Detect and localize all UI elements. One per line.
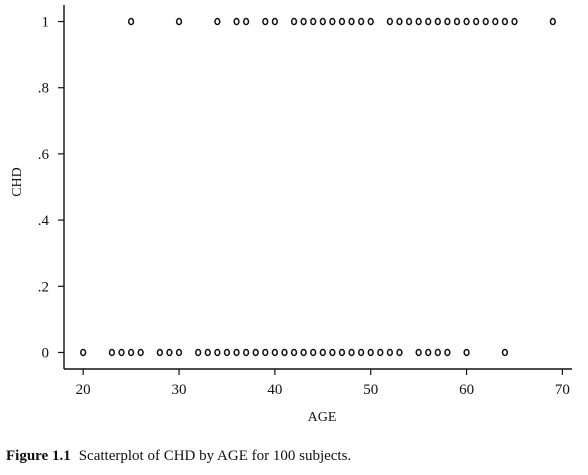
data-point (386, 17, 394, 26)
data-point (473, 17, 480, 26)
data-point (233, 17, 240, 26)
data-point (386, 348, 394, 357)
data-point (242, 17, 250, 26)
data-point (271, 348, 279, 357)
data-point (300, 17, 307, 26)
data-point (415, 348, 422, 357)
x-tick-label: 60 (459, 382, 474, 398)
data-point (127, 17, 135, 26)
figure-caption-text: Scatterplot of CHD by AGE for 100 subjec… (78, 448, 352, 464)
x-ticks: 20 30 40 50 60 70 (76, 369, 570, 398)
data-point (367, 348, 374, 357)
data-point (262, 348, 269, 357)
data-point (425, 348, 432, 357)
x-tick-label: 70 (555, 382, 570, 398)
x-tick-label: 50 (363, 382, 378, 398)
data-point (415, 17, 422, 26)
data-point (501, 17, 509, 26)
data-point (367, 17, 374, 26)
data-point (233, 348, 240, 357)
data-point (396, 348, 403, 357)
data-point (434, 348, 441, 357)
data-point (290, 348, 298, 357)
data-point (300, 348, 307, 357)
data-point (434, 17, 441, 26)
y-tick-label: .6 (38, 147, 50, 163)
y-tick-label: .2 (38, 279, 49, 295)
data-point (396, 17, 403, 26)
data-point (329, 348, 336, 357)
y-tick-label: .8 (38, 81, 49, 97)
data-point (463, 17, 470, 26)
data-point (319, 17, 326, 26)
data-point (271, 17, 279, 26)
scatterplot: 20 30 40 50 60 70 0 .2 .4 .6 .8 1 AGE CHD (10, 5, 572, 425)
data-point (405, 17, 413, 26)
data-point (281, 348, 288, 357)
data-point (357, 17, 365, 26)
x-axis-title: AGE (308, 410, 337, 425)
data-point (377, 348, 384, 357)
data-point (214, 17, 221, 26)
data-point (348, 17, 355, 26)
x-tick-label: 20 (76, 382, 91, 398)
data-point (166, 348, 173, 357)
y-tick-label: .4 (38, 213, 50, 229)
y-ticks: 0 .2 .4 .6 .8 1 (38, 15, 64, 361)
y-tick-label: 0 (42, 345, 50, 361)
data-point (444, 348, 451, 357)
data-point (501, 348, 509, 357)
data-point (290, 17, 298, 26)
data-point (242, 348, 250, 357)
data-points (80, 17, 556, 357)
data-point (118, 348, 125, 357)
data-point (195, 348, 202, 357)
data-point (444, 17, 451, 26)
data-point (127, 348, 135, 357)
data-point (357, 348, 365, 357)
data-point (425, 17, 432, 26)
data-point (511, 17, 518, 26)
data-point (549, 17, 556, 26)
data-point (338, 17, 346, 26)
x-tick-label: 30 (172, 382, 187, 398)
data-point (482, 17, 489, 26)
data-point (214, 348, 221, 357)
data-point (348, 348, 355, 357)
data-point (223, 348, 231, 357)
figure-label: Figure 1.1 (6, 448, 71, 464)
data-point (175, 17, 183, 26)
y-axis-title: CHD (10, 167, 25, 197)
y-tick-label: 1 (42, 15, 50, 31)
data-point (108, 348, 116, 357)
data-point (137, 348, 144, 357)
data-point (463, 348, 470, 357)
data-point (204, 348, 211, 357)
data-point (329, 17, 336, 26)
data-point (175, 348, 183, 357)
data-point (262, 17, 269, 26)
data-point (492, 17, 499, 26)
x-tick-label: 40 (267, 382, 282, 398)
figure-caption: Figure 1.1 Scatterplot of CHD by AGE for … (6, 448, 351, 465)
data-point (319, 348, 326, 357)
data-point (453, 17, 461, 26)
data-point (252, 348, 259, 357)
data-point (156, 348, 163, 357)
data-point (310, 348, 317, 357)
data-point (80, 348, 87, 357)
data-point (310, 17, 317, 26)
data-point (338, 348, 346, 357)
